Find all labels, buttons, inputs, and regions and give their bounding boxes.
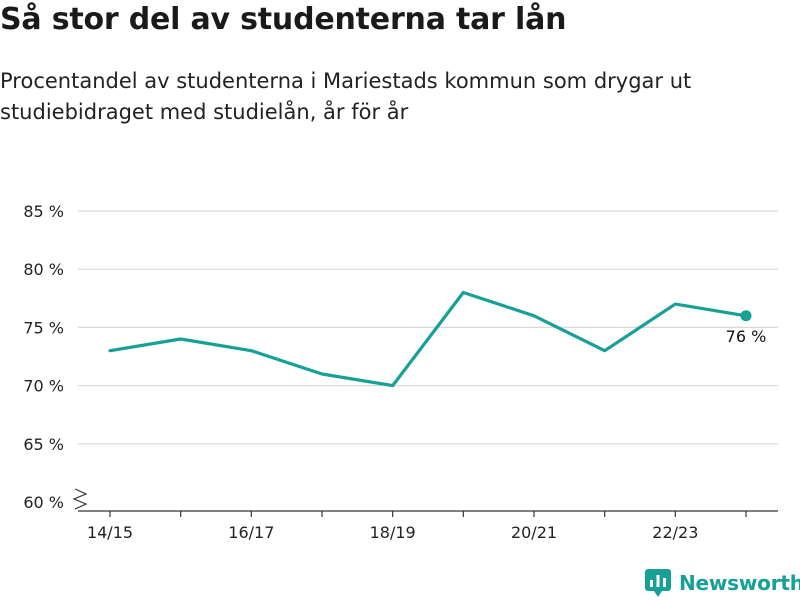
axes xyxy=(72,488,778,517)
x-tick-label: 16/17 xyxy=(228,523,274,542)
brand-name: Newsworthy xyxy=(679,571,800,595)
x-tick-label: 22/23 xyxy=(652,523,698,542)
y-tick-label: 60 % xyxy=(23,493,64,512)
end-point-marker xyxy=(740,310,752,322)
x-tick-label: 20/21 xyxy=(511,523,557,542)
labels: 60 % 65 % 70 % 75 % 80 % 85 % 14/15 16/17 18/19 2… xyxy=(23,202,766,542)
end-value-label: 76 % xyxy=(726,327,767,346)
grid-lines xyxy=(78,210,778,445)
x-tick-label: 14/15 xyxy=(87,523,133,542)
chart-subtitle: Procentandel av studenterna i Mariestads… xyxy=(0,69,692,124)
y-tick-label: 65 % xyxy=(23,435,64,454)
brand-logo[interactable]: Newsworthy xyxy=(645,569,800,597)
y-tick-label: 80 % xyxy=(23,260,64,279)
newsworthy-logo-icon xyxy=(645,569,671,597)
chart-title: Så stor del av studenterna tar lån xyxy=(0,2,567,37)
y-tick-label: 70 % xyxy=(23,377,64,396)
series-line xyxy=(108,290,748,388)
x-tick-label: 18/19 xyxy=(370,523,416,542)
y-tick-label: 75 % xyxy=(23,318,64,337)
axis-break-icon xyxy=(72,488,88,510)
y-tick-label: 85 % xyxy=(23,202,64,221)
series xyxy=(108,290,752,388)
